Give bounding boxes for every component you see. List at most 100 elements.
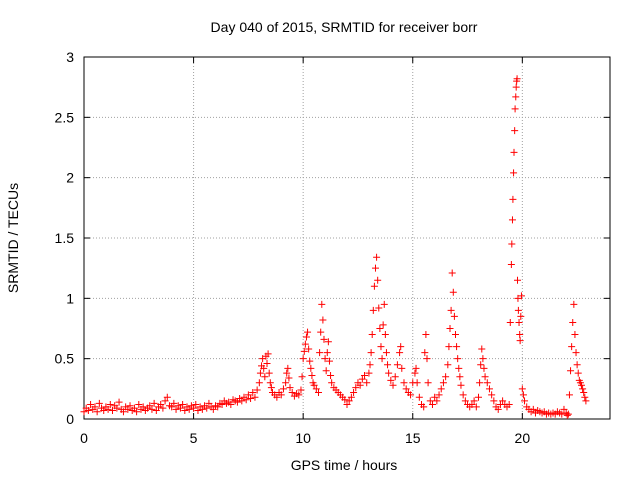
data-point <box>345 397 353 405</box>
data-point <box>455 364 463 372</box>
data-point <box>578 381 586 389</box>
data-point <box>421 349 429 357</box>
data-point <box>115 398 123 406</box>
data-point <box>396 349 404 357</box>
data-point <box>377 343 385 351</box>
y-tick-label: 2.5 <box>55 109 75 125</box>
data-point <box>490 397 498 405</box>
data-point <box>315 388 323 396</box>
data-point <box>327 372 335 380</box>
data-point <box>477 361 485 369</box>
data-point <box>472 403 480 411</box>
data-point <box>255 379 263 387</box>
data-point <box>461 397 469 405</box>
data-point <box>428 401 436 409</box>
data-point <box>286 384 294 392</box>
data-point <box>288 388 296 396</box>
data-point <box>133 408 141 416</box>
data-point <box>579 385 587 393</box>
data-point <box>563 411 571 419</box>
data-point <box>446 325 454 332</box>
data-point <box>146 402 154 410</box>
data-point <box>415 393 423 401</box>
data-point <box>507 261 515 269</box>
data-point <box>516 337 524 345</box>
data-point <box>264 350 272 358</box>
data-point <box>442 373 450 381</box>
data-point <box>148 405 156 413</box>
data-point <box>480 364 488 372</box>
data-point <box>453 343 461 351</box>
data-point <box>307 364 315 372</box>
data-point <box>508 216 516 224</box>
data-point <box>420 403 428 411</box>
data-point <box>249 388 257 396</box>
y-axis-title: SRMTID / TECUs <box>5 183 21 293</box>
data-point <box>511 127 519 135</box>
data-point <box>426 397 434 405</box>
data-point <box>572 349 580 357</box>
data-point <box>565 391 573 399</box>
data-point <box>356 381 364 389</box>
data-point <box>570 300 578 308</box>
data-point <box>387 376 395 384</box>
data-point <box>391 373 399 381</box>
data-point <box>371 264 379 272</box>
data-point <box>87 401 95 409</box>
data-point <box>301 340 309 348</box>
data-point <box>322 367 330 375</box>
y-tick-label: 2 <box>66 170 74 186</box>
data-point <box>378 355 386 363</box>
data-point <box>450 312 458 320</box>
chart-title: Day 040 of 2015, SRMTID for receiver bor… <box>211 19 478 35</box>
data-point <box>104 405 112 413</box>
data-point <box>256 369 264 377</box>
data-point <box>581 393 589 401</box>
data-point <box>505 401 513 409</box>
data-point <box>485 385 493 393</box>
data-point <box>135 401 143 409</box>
data-point <box>282 379 290 387</box>
data-point <box>150 399 158 407</box>
data-point <box>352 384 360 392</box>
data-point <box>435 391 443 399</box>
data-point <box>328 379 336 387</box>
data-point <box>373 253 381 261</box>
data-point <box>454 355 462 363</box>
data-point <box>433 397 441 405</box>
data-point <box>444 361 452 369</box>
data-point <box>321 355 329 363</box>
data-point <box>263 359 271 367</box>
data-point <box>190 404 198 412</box>
data-point <box>519 391 527 399</box>
data-point <box>176 404 184 412</box>
data-point <box>439 379 447 387</box>
data-point <box>159 404 167 412</box>
data-point <box>91 403 99 411</box>
data-point <box>124 405 132 413</box>
data-point <box>499 397 507 405</box>
data-point <box>398 364 406 372</box>
y-tick-label: 0.5 <box>55 351 75 367</box>
data-point <box>93 408 101 416</box>
data-point <box>448 269 456 277</box>
data-point <box>205 399 213 407</box>
data-point <box>227 401 235 409</box>
data-point <box>374 276 382 284</box>
data-point <box>139 403 147 411</box>
data-point <box>569 318 577 326</box>
data-points <box>80 75 590 419</box>
data-point <box>468 401 476 409</box>
data-point <box>456 373 464 381</box>
data-point <box>368 331 376 339</box>
data-point <box>510 148 518 156</box>
data-point <box>157 401 165 409</box>
data-point <box>376 325 384 332</box>
data-point <box>571 331 579 339</box>
data-point <box>510 169 518 177</box>
data-point <box>181 407 189 415</box>
data-point <box>247 394 255 402</box>
y-tick-label: 3 <box>66 49 74 65</box>
data-point <box>295 391 303 399</box>
y-tick-label: 0 <box>66 411 74 427</box>
